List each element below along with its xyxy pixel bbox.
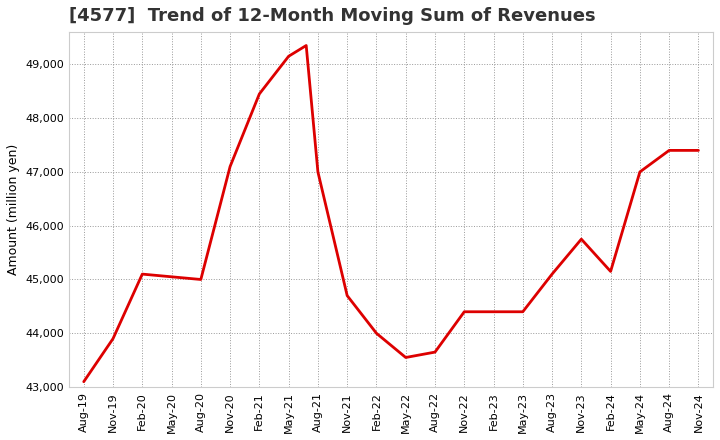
Text: [4577]  Trend of 12-Month Moving Sum of Revenues: [4577] Trend of 12-Month Moving Sum of R… — [69, 7, 595, 25]
Y-axis label: Amount (million yen): Amount (million yen) — [7, 144, 20, 275]
